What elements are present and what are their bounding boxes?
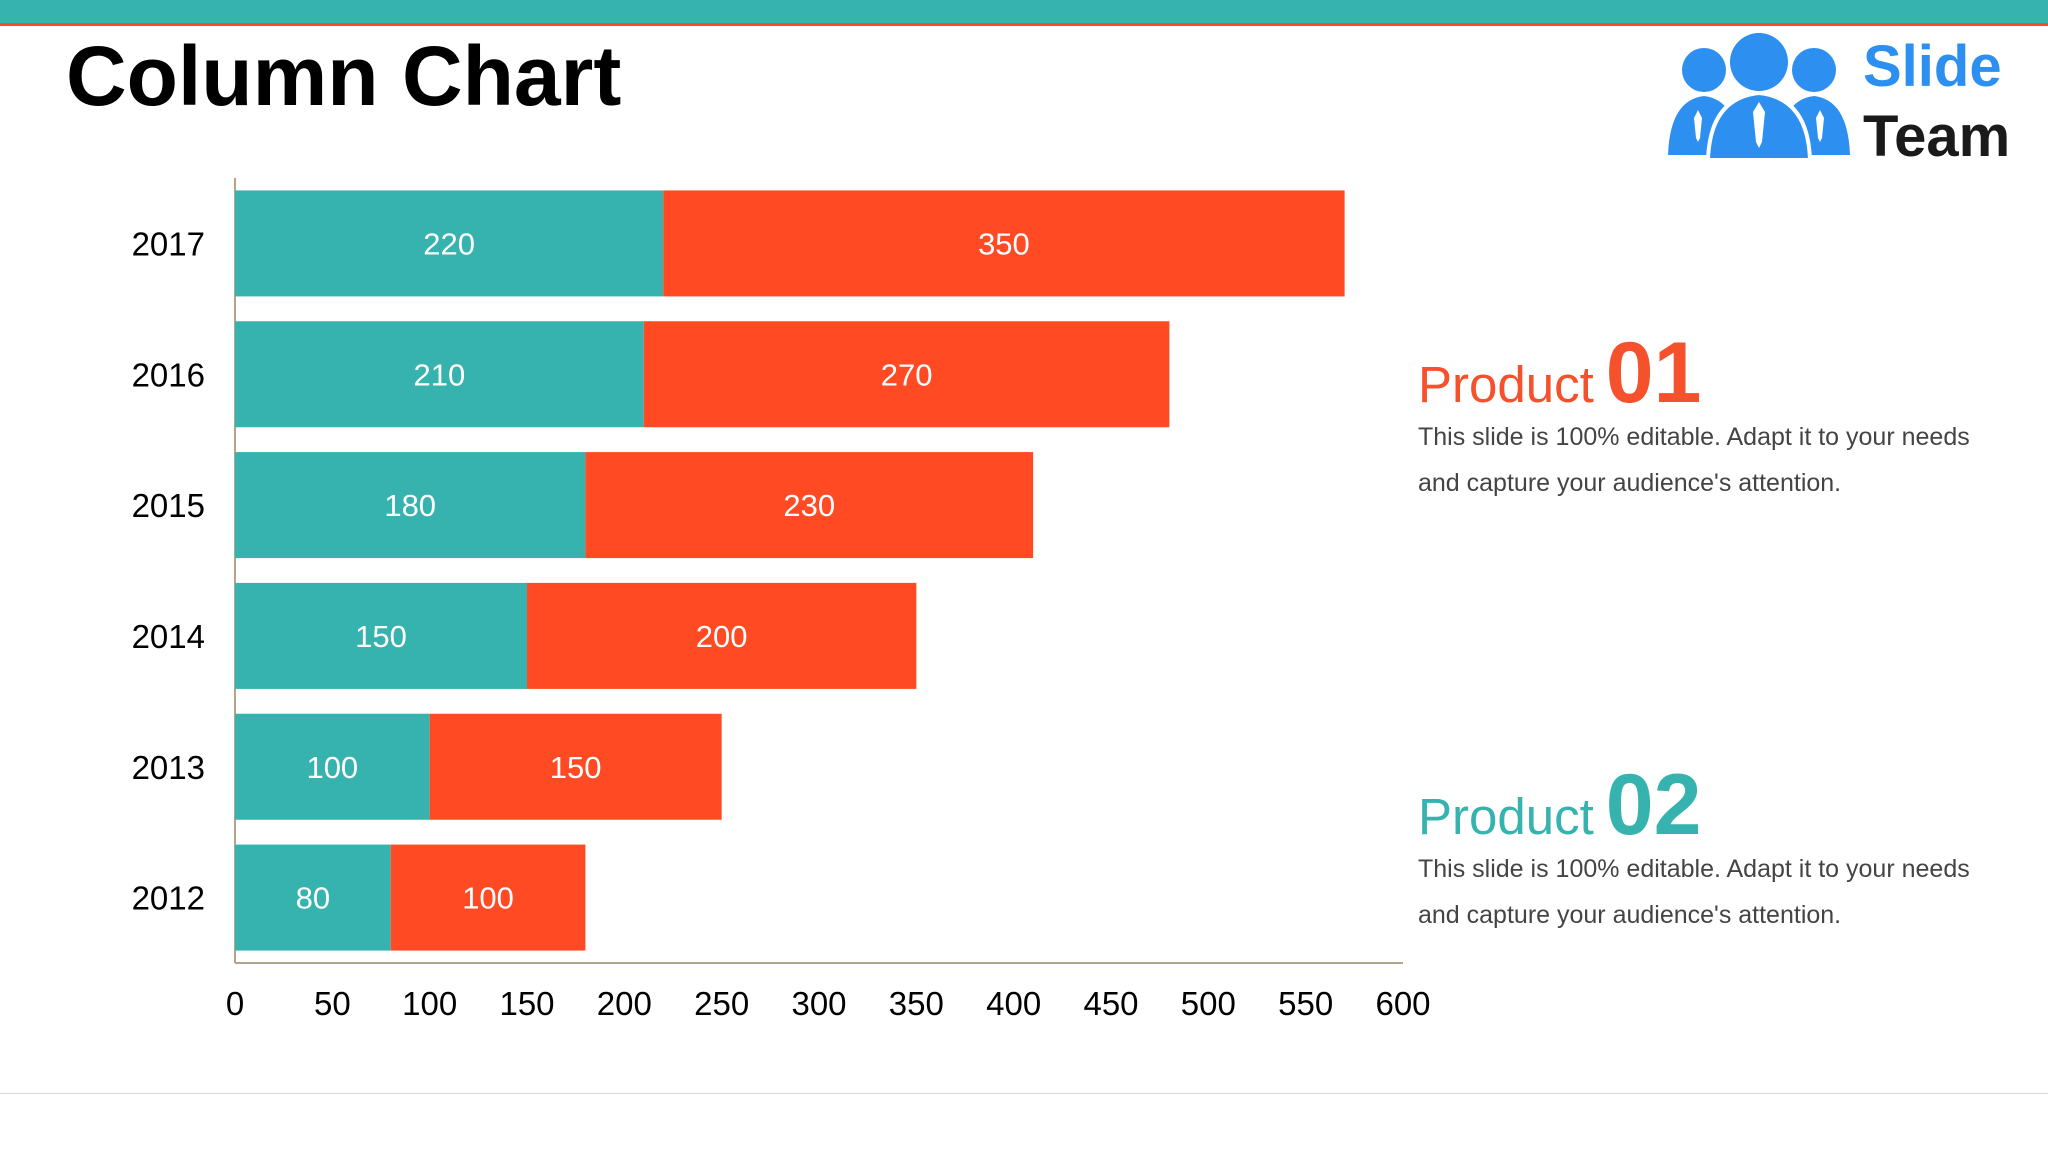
y-tick-label: 2016 — [132, 356, 205, 393]
data-label: 100 — [306, 750, 358, 785]
x-tick-label: 200 — [597, 985, 652, 1022]
bar-segment-orange — [390, 844, 586, 951]
bar-segment-orange — [663, 190, 1345, 297]
x-tick-label: 350 — [889, 985, 944, 1022]
product-02-number: 02 — [1605, 757, 1702, 853]
x-tick-label: 300 — [791, 985, 846, 1022]
bottom-divider — [0, 1093, 2048, 1094]
y-tick-label: 2012 — [132, 880, 205, 917]
product-01-label: Product — [1418, 356, 1594, 413]
bar-segment-teal — [235, 844, 391, 951]
bar-segment-teal — [235, 582, 527, 689]
x-tick-label: 600 — [1375, 985, 1430, 1022]
data-label: 220 — [423, 226, 475, 261]
data-label: 80 — [296, 881, 330, 916]
data-label: 350 — [978, 226, 1030, 261]
bar-segment-orange — [585, 452, 1034, 559]
data-label: 180 — [384, 488, 436, 523]
x-tick-label: 450 — [1083, 985, 1138, 1022]
bar-segment-teal — [235, 321, 644, 428]
slide-title: Column Chart — [66, 29, 622, 123]
product-01-number: 01 — [1605, 325, 1702, 421]
y-tick-label: 2017 — [132, 225, 205, 262]
y-tick-label: 2015 — [132, 487, 205, 524]
product-02-label: Product — [1418, 788, 1594, 845]
slideteam-logo: Slide Team — [1664, 30, 2024, 169]
data-label: 200 — [696, 619, 748, 654]
x-tick-label: 400 — [986, 985, 1041, 1022]
x-tick-label: 150 — [499, 985, 554, 1022]
data-label: 230 — [783, 488, 835, 523]
x-tick-label: 50 — [314, 985, 351, 1022]
bar-segment-teal — [235, 190, 664, 297]
top-accent-line — [0, 23, 2048, 26]
top-accent-bar — [0, 0, 2048, 23]
x-tick-label: 250 — [694, 985, 749, 1022]
product-01-block: Product 01 This slide is 100% editable. A… — [1418, 330, 1978, 506]
product-02-block: Product 02 This slide is 100% editable. A… — [1418, 762, 1978, 938]
bar-segment-teal — [235, 713, 430, 820]
x-tick-label: 100 — [402, 985, 457, 1022]
data-label: 100 — [462, 881, 514, 916]
product-01-description: This slide is 100% editable. Adapt it to… — [1418, 423, 1970, 497]
data-label: 210 — [414, 357, 466, 392]
logo-team-text: Team — [1863, 104, 2011, 169]
data-label: 270 — [881, 357, 933, 392]
logo-slide-text: Slide — [1863, 34, 2002, 99]
team-people-icon — [1668, 33, 1850, 162]
bar-segment-orange — [643, 321, 1170, 428]
data-label: 150 — [550, 750, 602, 785]
y-tick-label: 2013 — [132, 749, 205, 786]
y-tick-label: 2014 — [132, 618, 205, 655]
bar-segment-orange — [429, 713, 722, 820]
x-tick-label: 0 — [226, 985, 244, 1022]
stacked-bar-chart: 0 50 100 150 200 250 300 350 400 450 500 550 600 2017… — [132, 178, 1431, 1022]
x-tick-label: 550 — [1278, 985, 1333, 1022]
bar-segment-teal — [235, 452, 586, 559]
x-tick-label: 500 — [1181, 985, 1236, 1022]
product-02-description: This slide is 100% editable. Adapt it to… — [1418, 855, 1970, 929]
data-label: 150 — [355, 619, 407, 654]
bar-segment-orange — [527, 582, 917, 689]
